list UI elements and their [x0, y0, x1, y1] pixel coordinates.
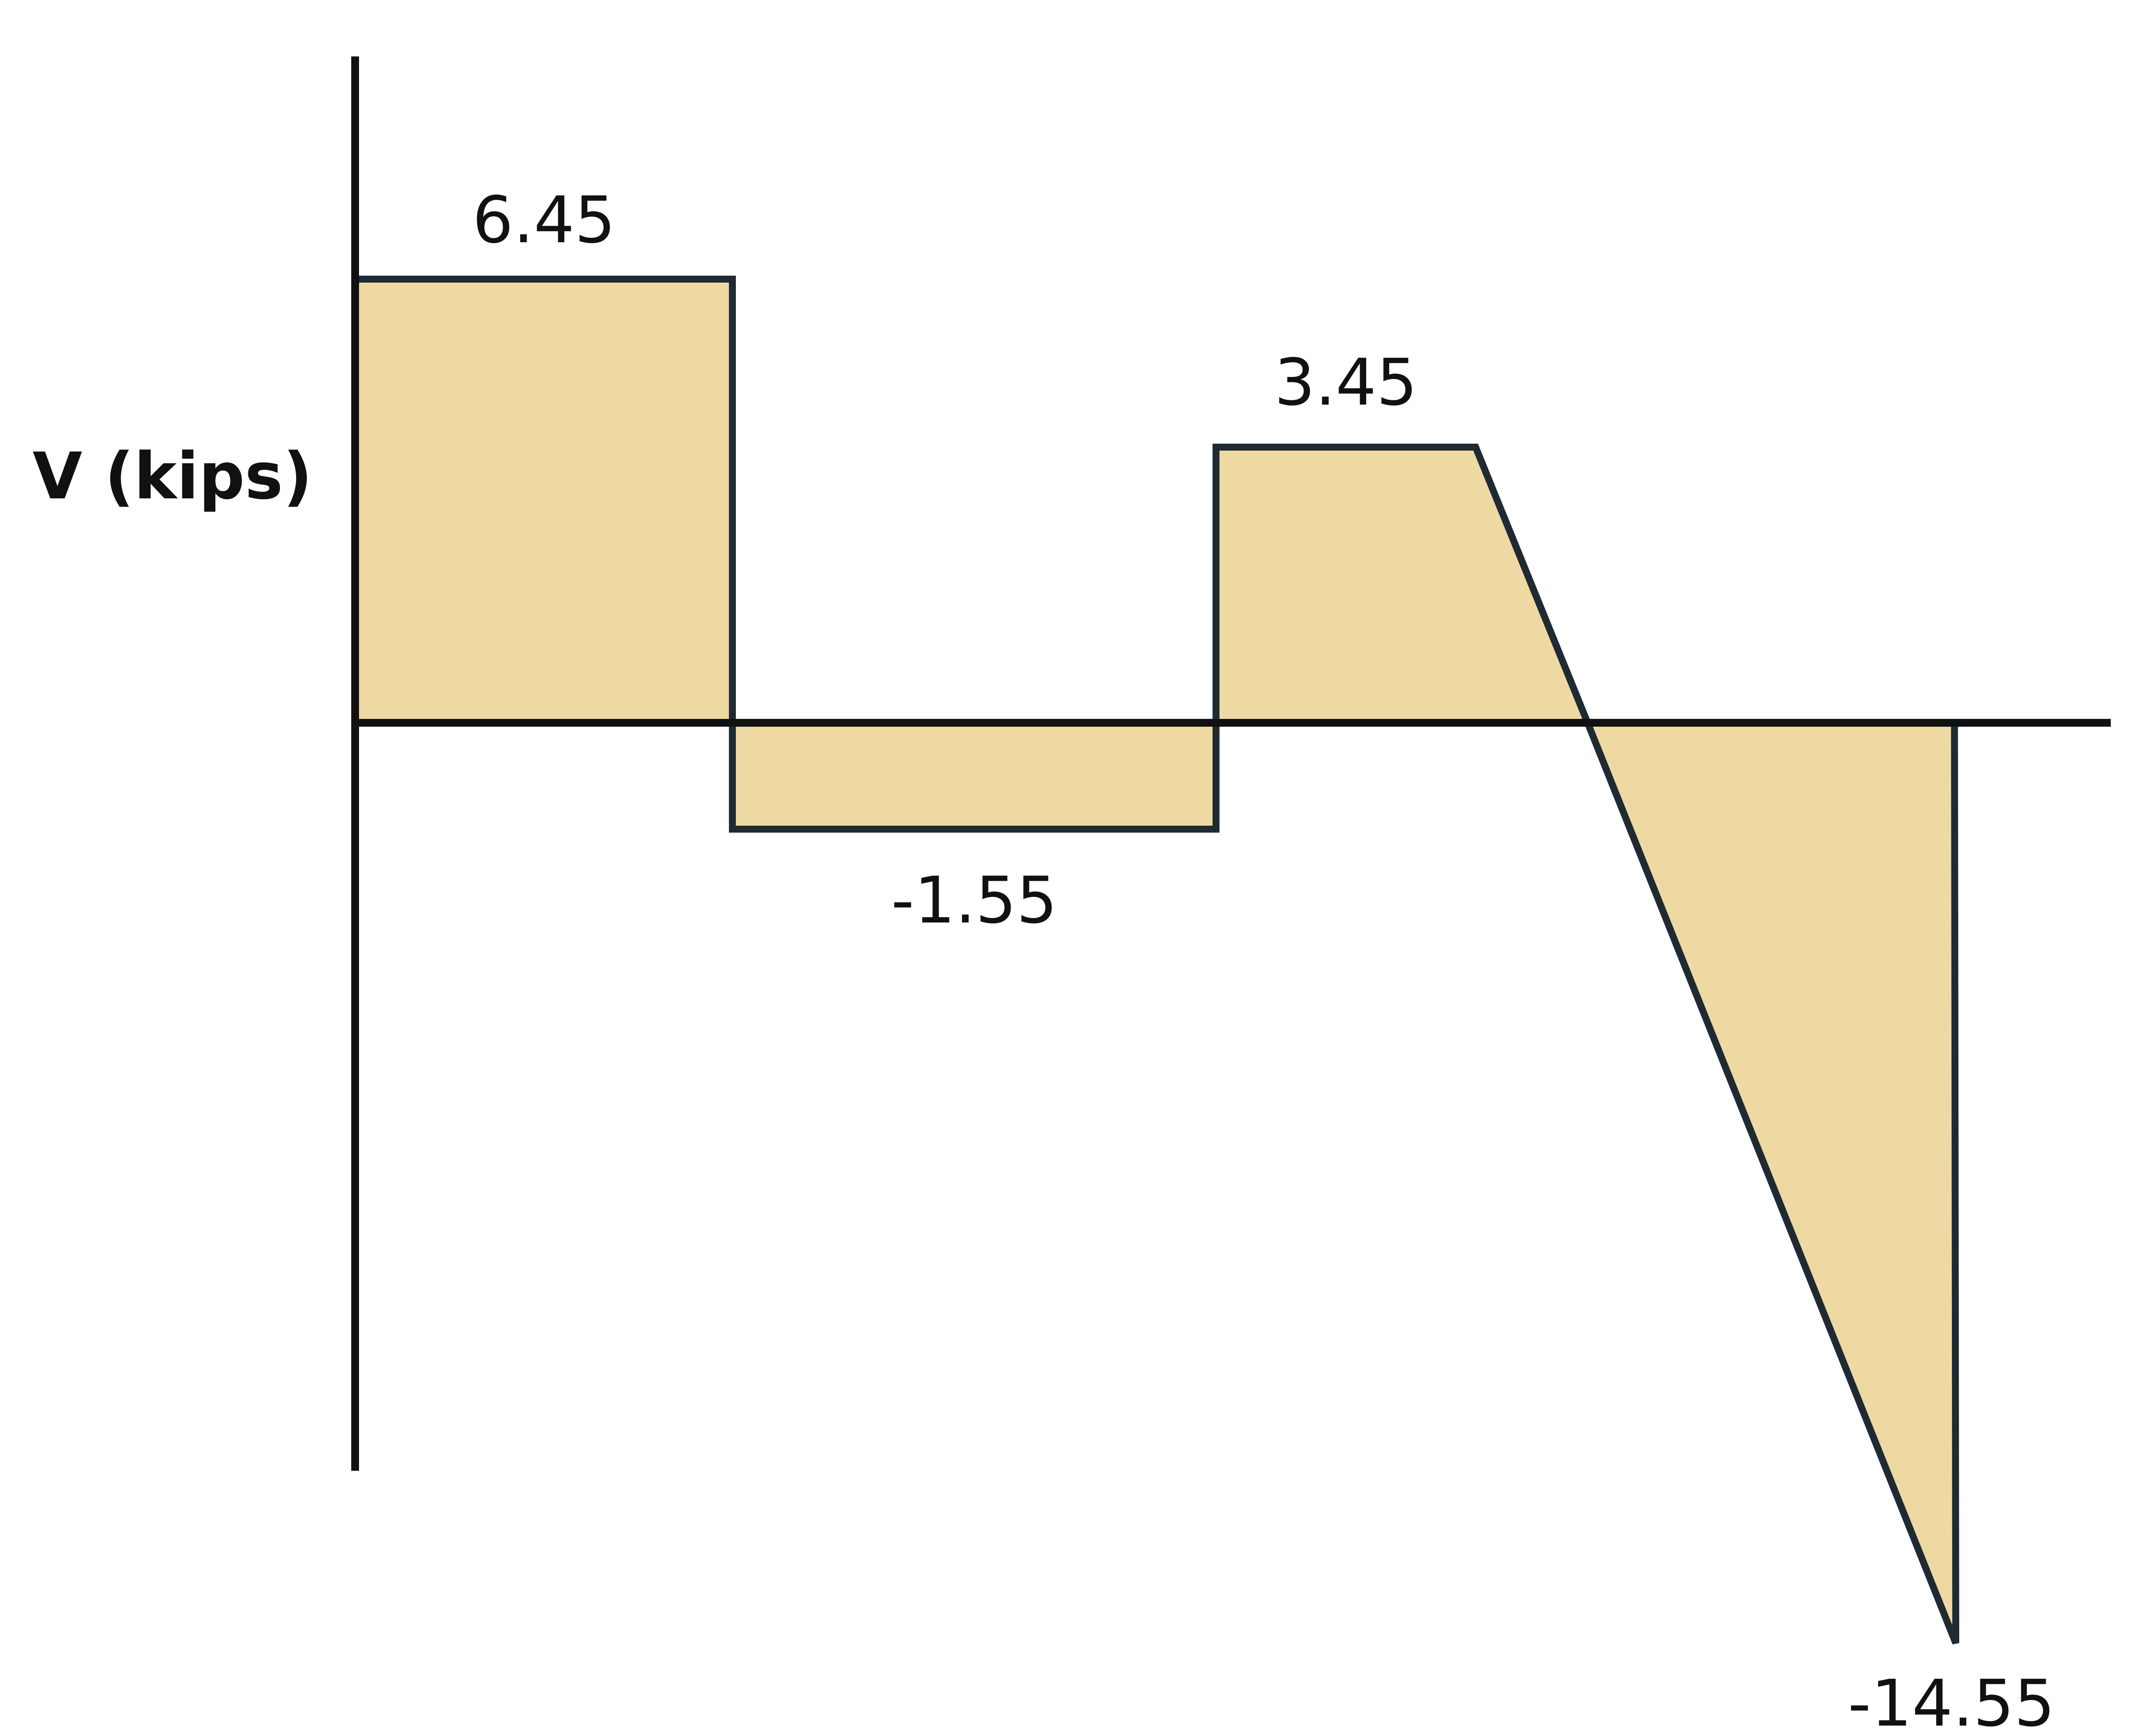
value-label-4: -14.55: [1848, 1666, 2055, 1736]
shear-region-2: [729, 719, 1219, 833]
value-label-3: 3.45: [1274, 345, 1417, 420]
shear-region-1: [352, 276, 736, 726]
value-label-2: -1.55: [891, 863, 1058, 938]
value-label-1: 6.45: [472, 183, 616, 257]
shear-region-3: [1213, 444, 1593, 726]
shear-region-4: [1582, 719, 1959, 1644]
axis-title: V (kips): [33, 439, 313, 514]
shear-regions: [352, 276, 1959, 1644]
